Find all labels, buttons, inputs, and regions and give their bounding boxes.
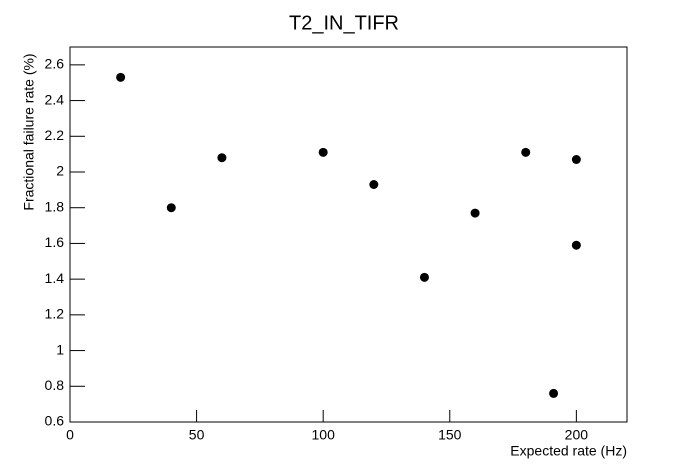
x-tick-label: 100 [312, 427, 336, 443]
chart-title: T2_IN_TIFR [289, 12, 399, 34]
y-tick-label: 2.4 [45, 91, 65, 107]
y-tick-label: 1 [56, 341, 64, 357]
data-point [571, 240, 581, 250]
data-point [318, 147, 328, 157]
y-tick-label: 2.2 [45, 127, 65, 143]
data-point [369, 180, 379, 189]
y-tick-label: 1.8 [45, 198, 65, 214]
x-tick-label: 200 [565, 427, 589, 443]
data-point [116, 72, 126, 82]
y-axis-title: Fractional failure rate (%) [21, 53, 37, 210]
data-point [571, 155, 581, 164]
y-tick-label: 2.6 [45, 56, 65, 72]
data-point [419, 272, 429, 282]
y-tick-label: 1.4 [45, 270, 65, 286]
y-tick-label: 0.8 [45, 377, 65, 393]
x-axis-title: Expected rate (Hz) [510, 443, 627, 459]
data-point [549, 388, 559, 398]
x-tick-label: 150 [438, 427, 462, 443]
x-tick-label: 50 [189, 427, 205, 443]
data-point [217, 153, 227, 163]
data-point [470, 208, 480, 218]
y-tick-label: 1.2 [45, 306, 65, 322]
x-tick-label: 0 [66, 427, 74, 443]
data-point [166, 203, 176, 213]
y-tick-label: 2 [56, 163, 64, 179]
y-tick-label: 1.6 [45, 234, 65, 250]
plot-frame [69, 46, 628, 423]
data-point [521, 147, 531, 157]
y-tick-label: 0.6 [45, 413, 65, 429]
